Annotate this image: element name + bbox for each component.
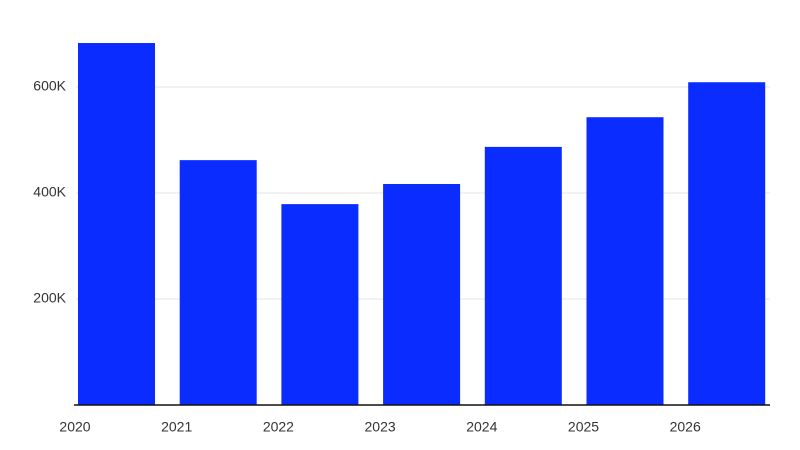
y-tick-label: 600K <box>33 78 66 94</box>
x-tick-label: 2025 <box>568 419 599 435</box>
x-tick-label: 2023 <box>365 419 396 435</box>
bar <box>383 183 461 405</box>
y-tick-label: 400K <box>33 184 66 200</box>
x-tick-label: 2022 <box>263 419 294 435</box>
x-tick-label: 2020 <box>59 419 90 435</box>
bar <box>281 204 359 405</box>
bar <box>78 43 155 405</box>
bar <box>586 117 664 406</box>
x-tick-label: 2021 <box>161 419 192 435</box>
bar <box>179 160 257 405</box>
x-tick-label: 2024 <box>466 419 497 435</box>
bar <box>688 82 766 405</box>
x-tick-label: 2026 <box>670 419 701 435</box>
y-tick-label: 200K <box>33 290 66 306</box>
bar <box>484 146 562 405</box>
